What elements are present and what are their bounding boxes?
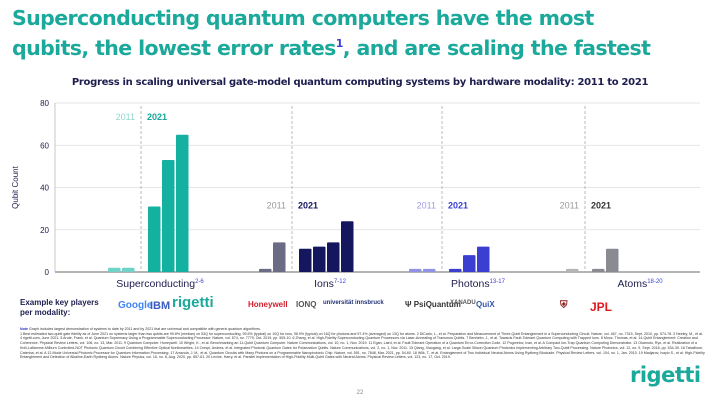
- bar-2021: [148, 206, 161, 272]
- bar-2021: [477, 246, 490, 272]
- bar-2021: [341, 221, 354, 272]
- title-line-2: qubits, the lowest error rates1, and are…: [12, 31, 712, 61]
- bar-2021: [449, 268, 462, 272]
- key-players-label-line1: Example key players: [20, 298, 99, 307]
- page-number: 22: [356, 390, 364, 396]
- period-label-2021: 2021: [591, 201, 611, 211]
- period-label-2011: 2011: [417, 201, 436, 211]
- bar-2021: [299, 248, 312, 272]
- bar-2021: [176, 134, 189, 272]
- y-tick-label: 60: [40, 141, 49, 150]
- logo-rigetti: rigetti: [172, 294, 214, 311]
- y-tick-label: 80: [40, 99, 49, 108]
- y-tick-label: 40: [40, 184, 49, 193]
- category-label: Ions7-12: [314, 278, 347, 290]
- category-label: Photons13-17: [451, 278, 506, 290]
- note-prefix: Note: [20, 327, 28, 331]
- logo-psiquantum: Ψ PsiQuantum: [405, 300, 461, 309]
- rigetti-logo: rigetti: [630, 363, 701, 387]
- bar-2021: [327, 242, 340, 272]
- bar-2021: [592, 268, 605, 272]
- bar-2011: [566, 268, 579, 272]
- note-text: Graph includes largest demonstration of …: [29, 327, 261, 331]
- key-players-label: Example key players per modality:: [20, 298, 99, 318]
- y-tick-label: 0: [45, 268, 50, 277]
- bar-2021: [463, 255, 476, 272]
- category-label: Atoms18-20: [617, 278, 663, 290]
- logo-ionq: IONQ: [296, 300, 317, 309]
- title-line-2-b: , and are scaling the fastest: [342, 35, 651, 60]
- bar-2011: [259, 268, 272, 272]
- logo-xanadu: XANADU: [450, 300, 476, 306]
- logo-universit-t-innsbruck: universität innsbruck: [323, 300, 384, 306]
- footnotes: Note Graph includes largest demonstratio…: [20, 327, 705, 360]
- period-label-2021: 2021: [147, 112, 167, 122]
- note-references: 1 Best estimated two-qubit gate fidelity…: [20, 331, 705, 360]
- title-line-2-a: qubits, the lowest error rates: [12, 35, 336, 60]
- bar-2021: [162, 160, 175, 272]
- key-players-label-line2: per modality:: [20, 308, 71, 317]
- bar-2011: [108, 267, 121, 272]
- bar-2011: [423, 268, 436, 272]
- logo-google: Google: [118, 300, 153, 311]
- bar-2011: [409, 268, 422, 272]
- period-label-2021: 2021: [448, 201, 468, 211]
- logo-harvard: ⛨: [560, 300, 568, 311]
- period-label-2011: 2011: [116, 112, 135, 122]
- bar-2011: [122, 267, 135, 272]
- period-label-2021: 2021: [298, 201, 318, 211]
- page-title: Superconducting quantum computers have t…: [12, 6, 712, 61]
- qubit-bar-chart: 0 20 40 60 80 Qubit Count 2011 2021 Superconduct…: [11, 99, 700, 290]
- y-tick-label: 20: [40, 226, 49, 235]
- logo-ibm: IBM: [150, 300, 171, 312]
- period-label-2011: 2011: [560, 201, 579, 211]
- logo-quix: QuiX: [476, 300, 495, 309]
- bar-2021: [313, 246, 326, 272]
- logo-jpl: JPL: [590, 300, 613, 314]
- logo-honeywell: Honeywell: [248, 300, 288, 309]
- footnote-ref[interactable]: 1: [335, 37, 344, 50]
- chart-subtitle: Progress in scaling universal gate-model…: [71, 77, 649, 88]
- bar-2021: [606, 248, 619, 272]
- period-label-2011: 2011: [267, 201, 286, 211]
- title-line-1: Superconducting quantum computers have t…: [12, 6, 594, 30]
- bar-2011: [273, 242, 286, 272]
- category-label: Superconducting2-6: [116, 278, 204, 290]
- y-axis-label: Qubit Count: [11, 165, 20, 208]
